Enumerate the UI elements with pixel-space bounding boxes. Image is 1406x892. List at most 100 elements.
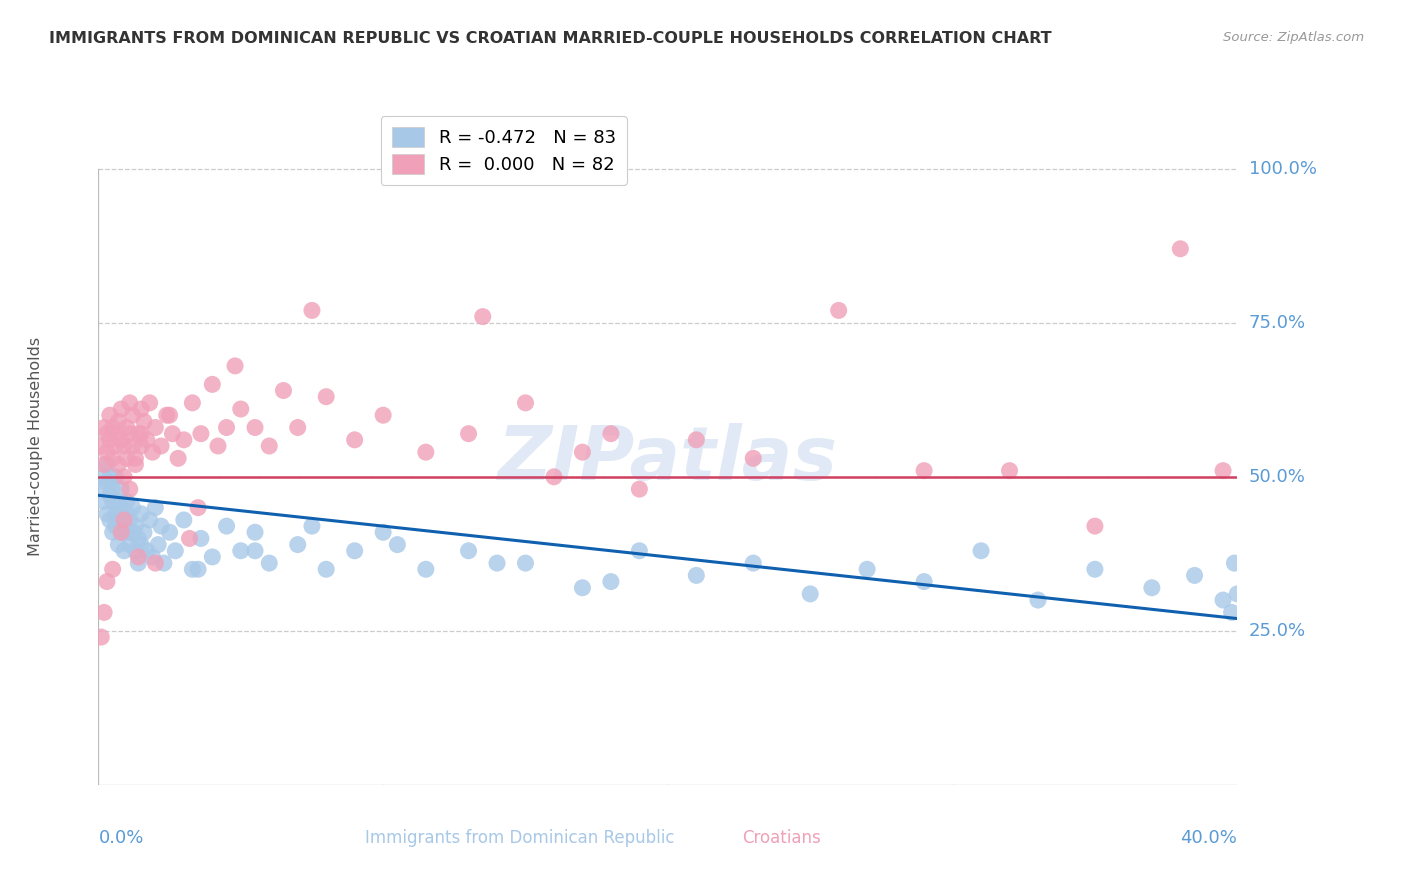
Point bbox=[135, 543, 157, 558]
Point bbox=[1223, 556, 1246, 570]
Point bbox=[90, 482, 112, 496]
Point bbox=[145, 500, 167, 515]
Point bbox=[912, 464, 935, 478]
Point bbox=[98, 470, 121, 484]
Point bbox=[187, 500, 209, 515]
Point bbox=[127, 426, 149, 441]
Point bbox=[165, 543, 187, 558]
Point bbox=[118, 426, 141, 441]
Point bbox=[110, 525, 132, 540]
Point bbox=[104, 507, 127, 521]
Point bbox=[1212, 593, 1234, 607]
Point bbox=[118, 396, 141, 410]
Point bbox=[112, 470, 135, 484]
Point bbox=[93, 458, 115, 472]
Point bbox=[127, 556, 149, 570]
Point bbox=[101, 420, 124, 434]
Point bbox=[685, 433, 707, 447]
Point bbox=[96, 507, 118, 521]
Point bbox=[215, 519, 238, 533]
Point bbox=[224, 359, 246, 373]
Text: Immigrants from Dominican Republic: Immigrants from Dominican Republic bbox=[366, 829, 675, 847]
Point bbox=[90, 630, 112, 644]
Point bbox=[118, 538, 141, 552]
Point bbox=[571, 445, 593, 459]
Point bbox=[315, 562, 337, 576]
Point bbox=[110, 402, 132, 417]
Point bbox=[145, 420, 167, 434]
Point bbox=[96, 574, 118, 589]
Point bbox=[115, 420, 138, 434]
Point bbox=[600, 574, 623, 589]
Point bbox=[181, 562, 204, 576]
Point bbox=[1170, 242, 1192, 256]
Point bbox=[287, 538, 309, 552]
Point bbox=[93, 420, 115, 434]
Point bbox=[628, 543, 651, 558]
Point bbox=[129, 439, 152, 453]
Point bbox=[132, 525, 155, 540]
Point bbox=[571, 581, 593, 595]
Point bbox=[1084, 519, 1107, 533]
Point bbox=[96, 458, 118, 472]
Point bbox=[201, 549, 224, 564]
Point bbox=[138, 513, 160, 527]
Point bbox=[543, 470, 565, 484]
Point bbox=[243, 420, 266, 434]
Point bbox=[343, 543, 366, 558]
Point bbox=[259, 439, 281, 453]
Point bbox=[315, 390, 337, 404]
Point bbox=[1226, 587, 1249, 601]
Point bbox=[153, 556, 176, 570]
Point bbox=[685, 568, 707, 582]
Point bbox=[98, 408, 121, 422]
Text: 0.0%: 0.0% bbox=[98, 829, 143, 847]
Point bbox=[515, 556, 537, 570]
Point bbox=[167, 451, 190, 466]
Text: 100.0%: 100.0% bbox=[1249, 160, 1316, 178]
Point bbox=[115, 494, 138, 508]
Point bbox=[115, 525, 138, 540]
Point bbox=[104, 426, 127, 441]
Point bbox=[159, 525, 181, 540]
Point bbox=[387, 538, 409, 552]
Point bbox=[373, 525, 395, 540]
Point bbox=[415, 445, 437, 459]
Point bbox=[112, 513, 135, 527]
Point bbox=[129, 426, 152, 441]
Point bbox=[343, 433, 366, 447]
Point bbox=[110, 525, 132, 540]
Point bbox=[110, 482, 132, 496]
Point bbox=[1212, 464, 1234, 478]
Point bbox=[138, 396, 160, 410]
Text: 50.0%: 50.0% bbox=[1249, 467, 1306, 486]
Point bbox=[121, 439, 143, 453]
Point bbox=[129, 538, 152, 552]
Point bbox=[970, 543, 993, 558]
Point bbox=[127, 532, 149, 546]
Point bbox=[121, 525, 143, 540]
Point bbox=[998, 464, 1021, 478]
Point bbox=[121, 408, 143, 422]
Point bbox=[129, 507, 152, 521]
Point bbox=[828, 303, 851, 318]
Point bbox=[96, 426, 118, 441]
Point bbox=[486, 556, 509, 570]
Text: 25.0%: 25.0% bbox=[1249, 622, 1306, 640]
Point bbox=[112, 513, 135, 527]
Point bbox=[107, 458, 129, 472]
Point bbox=[118, 513, 141, 527]
Point bbox=[141, 549, 163, 564]
Text: Croatians: Croatians bbox=[742, 829, 821, 847]
Point bbox=[207, 439, 229, 453]
Point bbox=[856, 562, 879, 576]
Point bbox=[742, 451, 765, 466]
Point bbox=[110, 500, 132, 515]
Point bbox=[150, 439, 173, 453]
Point bbox=[96, 475, 118, 490]
Point bbox=[457, 426, 479, 441]
Point bbox=[107, 414, 129, 428]
Text: Married-couple Households: Married-couple Households bbox=[28, 336, 44, 556]
Point bbox=[104, 470, 127, 484]
Point bbox=[141, 445, 163, 459]
